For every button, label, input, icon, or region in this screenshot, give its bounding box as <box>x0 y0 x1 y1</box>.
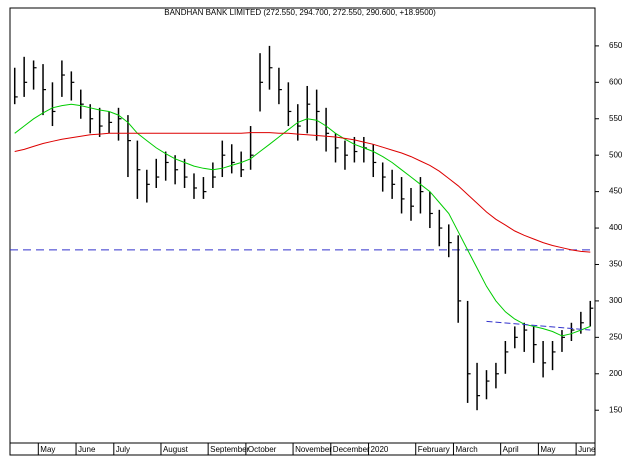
y-tick-label: 400 <box>609 223 623 232</box>
x-tick-label: May <box>40 445 55 454</box>
y-tick-label: 200 <box>609 369 623 378</box>
y-tick-label: 550 <box>609 114 623 123</box>
x-tick-label: June <box>578 445 596 454</box>
x-axis-band <box>9 442 596 456</box>
x-tick-label: September <box>210 445 249 454</box>
y-tick-label: 350 <box>609 260 623 269</box>
chart-title: BANDHAN BANK LIMITED (272.550, 294.700, … <box>164 8 436 17</box>
x-tick-label: December <box>333 445 370 454</box>
y-tick-label: 600 <box>609 77 623 86</box>
y-tick-label: 250 <box>609 332 623 341</box>
moving-average <box>14 132 591 253</box>
moving-average <box>14 103 591 337</box>
x-tick-label: June <box>78 445 96 454</box>
x-tick-label: May <box>540 445 555 454</box>
y-tick-label: 450 <box>609 187 623 196</box>
x-tick-label: 2020 <box>371 445 389 454</box>
y-tick-label: 300 <box>609 296 623 305</box>
x-tick-label: November <box>295 445 332 454</box>
x-tick-label: February <box>418 445 450 454</box>
x-tick-label: April <box>503 445 519 454</box>
y-tick-label: 500 <box>609 150 623 159</box>
y-tick-label: 650 <box>609 41 623 50</box>
y-tick-label: 150 <box>609 405 623 414</box>
x-tick-label: August <box>163 445 189 454</box>
x-tick-label: March <box>455 445 477 454</box>
x-tick-label: October <box>248 445 277 454</box>
trend-line <box>486 320 591 331</box>
x-tick-label: July <box>116 445 130 454</box>
